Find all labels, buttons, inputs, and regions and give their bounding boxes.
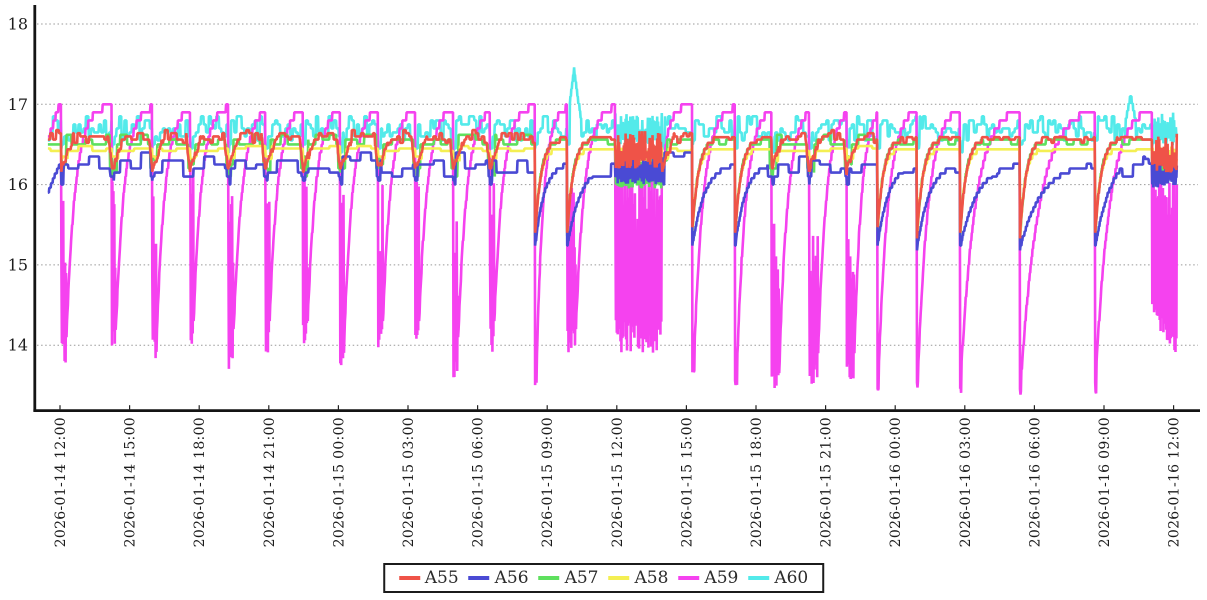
y-axis-label: 15: [8, 255, 28, 274]
x-axis-label: 2026-01-15 00:00: [331, 417, 347, 547]
y-axis-labels: 14 15 16 17 18: [8, 15, 28, 355]
legend-label: A59: [704, 568, 739, 588]
legend-label: A60: [774, 568, 809, 588]
x-axis-label: 2026-01-16 03:00: [958, 417, 974, 547]
x-axis-label: 2026-01-15 12:00: [610, 417, 626, 547]
x-axis-label: 2026-01-14 12:00: [53, 417, 69, 547]
legend-label: A56: [494, 568, 529, 588]
x-axis-label: 2026-01-15 03:00: [401, 417, 417, 547]
series-line-A58: [47, 144, 1179, 237]
legend-swatch-A57: [538, 576, 560, 580]
series-line-A59: [47, 103, 1179, 395]
x-axis-label: 2026-01-14 18:00: [192, 417, 208, 547]
x-axis-label: 2026-01-15 06:00: [471, 417, 487, 547]
x-axis-label: 2026-01-15 18:00: [749, 417, 765, 547]
x-axis-label: 2026-01-16 12:00: [1167, 417, 1183, 547]
axes: [33, 5, 1200, 413]
series-line-A60: [47, 67, 1179, 154]
legend-label: A55: [424, 568, 459, 588]
legend-item-A59: A59: [678, 568, 738, 588]
x-axis-label: 2026-01-15 15:00: [679, 417, 695, 547]
legend-swatch-A55: [398, 576, 420, 580]
chart-legend: A55 A56 A57 A58 A59 A60: [382, 563, 825, 593]
legend-item-A56: A56: [468, 568, 529, 588]
y-axis-label: 14: [8, 336, 28, 355]
x-axis-label: 2026-01-15 21:00: [819, 417, 835, 547]
series-line-A56: [47, 151, 1179, 251]
legend-label: A58: [634, 568, 669, 588]
x-axis-label: 2026-01-15 09:00: [540, 417, 556, 547]
y-axis-label: 16: [8, 175, 28, 194]
x-axis-labels: 2026-01-14 12:00 2026-01-14 15:00 2026-01-…: [53, 417, 1183, 547]
legend-swatch-A59: [678, 576, 700, 580]
x-axis-label: 2026-01-16 00:00: [888, 417, 904, 547]
x-axis-label: 2026-01-14 21:00: [262, 417, 278, 547]
legend-label: A57: [564, 568, 599, 588]
legend-item-A60: A60: [748, 568, 808, 588]
x-axis-label: 2026-01-16 06:00: [1027, 417, 1043, 547]
legend-swatch-A60: [748, 576, 770, 580]
x-axis-label: 2026-01-14 15:00: [123, 417, 139, 547]
x-axis-label: 2026-01-16 09:00: [1097, 417, 1113, 547]
legend-item-A55: A55: [398, 568, 459, 588]
series-line-A57: [47, 133, 1178, 241]
y-axis-label: 18: [8, 15, 28, 34]
series-line-A55: [47, 128, 1179, 239]
series-lines: [47, 67, 1179, 395]
legend-swatch-A58: [608, 576, 630, 580]
y-axis-label: 17: [8, 95, 28, 114]
legend-item-A57: A57: [538, 568, 599, 588]
legend-item-A58: A58: [608, 568, 669, 588]
legend-swatch-A56: [468, 576, 490, 580]
